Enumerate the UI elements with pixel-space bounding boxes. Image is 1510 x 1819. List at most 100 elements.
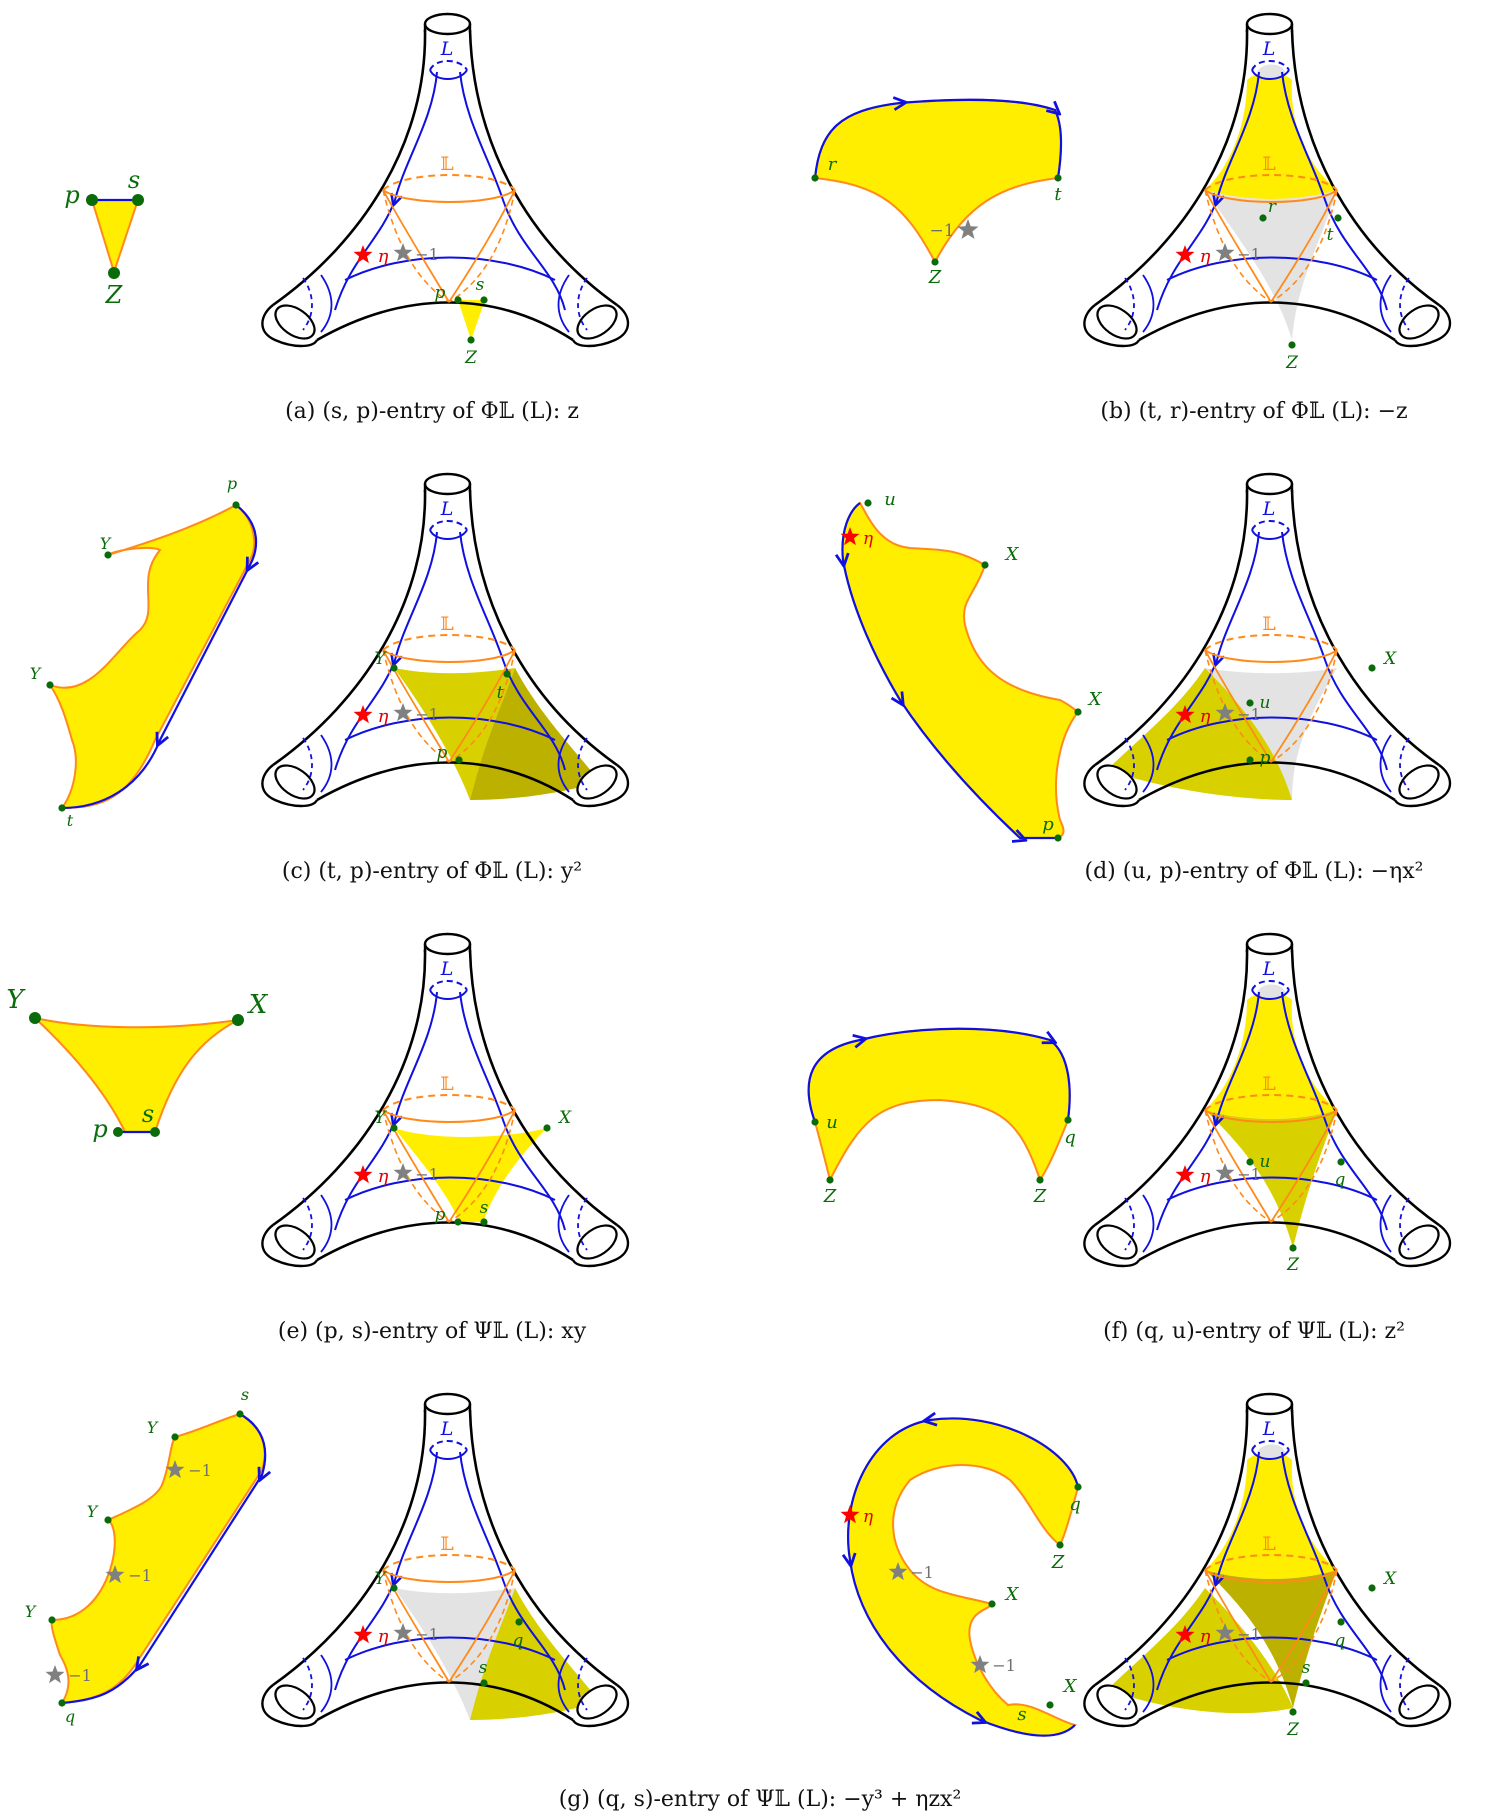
point-label: X xyxy=(1004,544,1020,565)
right-cuff xyxy=(1393,1684,1452,1728)
point-label: p xyxy=(1042,814,1054,835)
blue-curve-bottom xyxy=(344,1176,556,1201)
bottom-boundary xyxy=(1138,761,1396,802)
minus-one-star xyxy=(393,1163,413,1182)
point-label-p: p xyxy=(437,743,448,763)
L-orange-label: 𝕃 xyxy=(440,153,453,175)
top-cuff-sides xyxy=(423,24,472,32)
left-cuff xyxy=(1083,1224,1141,1268)
point-marker-s xyxy=(1302,1679,1310,1687)
blue-curve-bottom xyxy=(1166,256,1378,281)
top-cuff-sides xyxy=(1245,944,1294,952)
point-marker-q xyxy=(1337,1618,1345,1626)
L-loop-front xyxy=(1251,1449,1290,1460)
point-label: q xyxy=(1064,1127,1076,1148)
blue-right-cuff-loop2 xyxy=(557,274,570,333)
eta-label: η xyxy=(1200,1166,1211,1187)
captions-layer: (a) (s, p)-entry of Φ𝕃 (L): z (b) (t, r)-… xyxy=(278,399,1424,1812)
point-marker-X xyxy=(1368,664,1376,672)
bottom-boundary xyxy=(1138,1221,1396,1262)
point-label-Y: Y xyxy=(374,1108,387,1128)
L-loop-front xyxy=(429,69,468,80)
shaded-region xyxy=(1205,992,1337,1119)
L-loop-back xyxy=(429,980,468,991)
blue-left-cuff-loop2 xyxy=(1142,734,1155,793)
caption-1: (b) (t, r)-entry of Φ𝕃 (L): −z xyxy=(1100,399,1407,424)
point-label-s: s xyxy=(476,275,485,295)
left-boundary xyxy=(272,489,427,767)
point-label-X: X xyxy=(557,1108,572,1128)
point-label: Z xyxy=(1051,1552,1065,1573)
top-cuff xyxy=(1245,12,1294,36)
point-marker xyxy=(1064,1116,1072,1124)
orange-edge-left-back xyxy=(1204,189,1272,303)
panels-layer: p s Z L 𝕃η −1 p s Zr t Z −1 L 𝕃η −1 r t Zp Y Yt L 𝕃η −1 Yt p u X Xp… xyxy=(6,12,1452,1740)
L-loop-back xyxy=(429,60,468,71)
right-cuff-opening xyxy=(1398,304,1440,340)
top-cuff xyxy=(423,1392,472,1416)
point-marker-X xyxy=(1368,1584,1376,1592)
blue-left-cuff-loop2 xyxy=(1142,1194,1155,1253)
left-cuff xyxy=(1083,764,1141,808)
L-label: L xyxy=(440,498,454,520)
eta-star xyxy=(840,1505,860,1524)
blue-left-cuff-loop xyxy=(1124,277,1135,331)
eta-star xyxy=(1175,705,1195,724)
orange-edge-left-back xyxy=(1204,649,1272,763)
blue-left-cuff-loop2 xyxy=(320,274,333,333)
left-boundary xyxy=(272,949,427,1227)
point-label-r: r xyxy=(1268,197,1277,217)
left-boundary xyxy=(1094,29,1249,307)
shaded-region xyxy=(1205,72,1337,199)
orange-loop-back xyxy=(382,634,516,651)
blue-right-cuff-loop2 xyxy=(1379,734,1392,793)
orange-edge-left-back xyxy=(382,1109,450,1223)
eta-label: η xyxy=(1200,246,1211,267)
blue-curve-left xyxy=(1156,991,1260,1231)
L-orange-label: 𝕃 xyxy=(1262,153,1275,175)
caption-2: (c) (t, p)-entry of Φ𝕃 (L): y² xyxy=(282,859,582,884)
label-Z: Z xyxy=(105,281,124,309)
orange-edge-right-back xyxy=(1270,189,1338,303)
point-label-s: s xyxy=(1302,1658,1311,1678)
point-label: −1 xyxy=(992,1656,1016,1675)
piece-c xyxy=(47,503,256,810)
blue-left-cuff-loop2 xyxy=(320,1654,333,1713)
L-label: L xyxy=(1262,498,1276,520)
point-label-q: q xyxy=(1335,1170,1346,1190)
orange-loop-back xyxy=(1204,174,1338,191)
eta-star xyxy=(353,705,373,724)
orange-loop-front xyxy=(382,189,516,203)
shaded-region xyxy=(1257,1444,1285,1460)
blue-left-cuff-loop2 xyxy=(1142,274,1155,333)
left-cuff xyxy=(261,1684,319,1728)
point-label-t: t xyxy=(1327,225,1334,245)
blue-right-cuff-loop2 xyxy=(557,1654,570,1713)
top-cuff-sides xyxy=(1245,484,1294,492)
right-cuff xyxy=(1393,304,1452,348)
shaded-region xyxy=(394,1128,547,1222)
shaded-region xyxy=(1205,190,1337,340)
eta-label: η xyxy=(863,529,874,549)
point-marker-t xyxy=(503,670,511,678)
point-label: u xyxy=(826,1112,838,1133)
point-marker xyxy=(1036,1176,1044,1184)
orange-edge-left xyxy=(382,189,450,303)
piece-c-blue-edge xyxy=(61,504,256,810)
right-cuff-opening xyxy=(576,1684,618,1720)
point-marker-u xyxy=(1246,1158,1254,1166)
pair-of-pants-g2: L 𝕃η −1 Xq s Z xyxy=(1083,1392,1452,1740)
point-label-p: p xyxy=(435,1205,446,1225)
top-cuff-sides xyxy=(423,944,472,952)
left-boundary xyxy=(1094,1409,1249,1687)
top-cuff xyxy=(423,472,472,496)
orange-edge-left xyxy=(1204,649,1272,763)
eta-label: η xyxy=(1200,706,1211,727)
top-cuff-sides xyxy=(1245,1404,1294,1412)
caption-6: (g) (q, s)-entry of Ψ𝕃 (L): −y³ + ηzx² xyxy=(559,1787,962,1812)
right-boundary xyxy=(468,489,618,767)
left-boundary xyxy=(1094,949,1249,1227)
eta-star xyxy=(1175,1625,1195,1644)
orange-loop-front xyxy=(382,649,516,663)
right-boundary xyxy=(1290,1409,1440,1687)
